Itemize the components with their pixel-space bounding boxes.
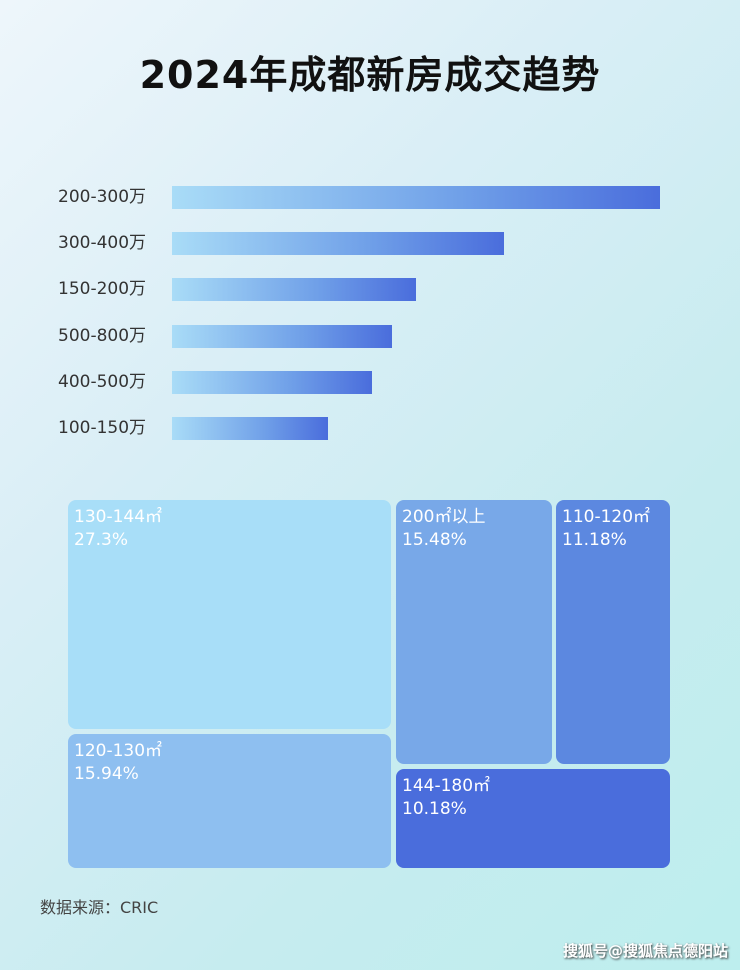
tile-value: 11.18% <box>562 530 627 550</box>
treemap-tile: 120-130㎡ 15.94% <box>68 734 391 868</box>
bar <box>172 370 373 394</box>
tile-label: 110-120㎡ <box>562 507 651 527</box>
bar-label: 100-150万 <box>58 418 147 438</box>
tile-label: 130-144㎡ <box>74 507 163 527</box>
bar <box>172 278 416 302</box>
bar <box>172 417 329 440</box>
tile-label: 120-130㎡ <box>74 741 163 761</box>
treemap-tile: 144-180㎡ 10.18% <box>396 769 670 868</box>
treemap-tile: 110-120㎡ 11.18% <box>556 500 670 764</box>
bar-chart: 200-300万 300-400万 150-200万 500-800万 400-500万… <box>0 0 740 460</box>
bar <box>172 324 392 348</box>
tile-label: 144-180㎡ <box>402 776 491 796</box>
treemap-tile: 200㎡以上 15.48% <box>396 500 552 764</box>
bar-label: 500-800万 <box>58 325 147 346</box>
bar <box>172 186 660 209</box>
tile-label: 200㎡以上 <box>402 507 486 527</box>
bar-label: 300-400万 <box>58 233 147 254</box>
bar-label: 200-300万 <box>58 187 147 207</box>
chart-title: 2024年成都新房成交趋势 <box>139 53 601 97</box>
treemap-tile: 130-144㎡ 27.3% <box>68 500 391 729</box>
tile-value: 15.94% <box>74 764 139 784</box>
watermark: 搜狐号@搜狐焦点德阳站 <box>562 942 728 960</box>
tile-value: 27.3% <box>74 530 129 550</box>
tile-value: 15.48% <box>402 530 467 550</box>
bar-label: 150-200万 <box>58 279 147 300</box>
data-source: 数据来源：CRIC <box>40 898 159 917</box>
bar-label: 400-500万 <box>58 371 147 392</box>
bar <box>172 232 504 256</box>
tile-value: 10.18% <box>402 799 467 819</box>
